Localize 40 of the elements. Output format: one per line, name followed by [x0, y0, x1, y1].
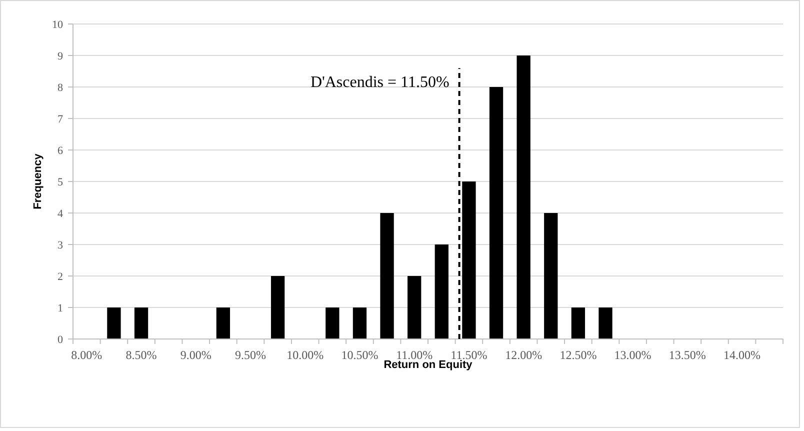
x-tick-label: 8.00% [71, 348, 102, 362]
x-tick-label: 9.50% [235, 348, 266, 362]
y-tick-label: 8 [58, 82, 64, 94]
x-tick-label: 13.00% [614, 348, 652, 362]
x-tick-label: 14.00% [724, 348, 761, 362]
ref-line-label: D'Ascendis = 11.50% [310, 74, 450, 92]
bar [408, 276, 422, 339]
x-tick-label: 9.00% [180, 348, 212, 362]
bar [270, 276, 285, 339]
x-axis-title: Return on Equity [384, 359, 474, 371]
y-tick-label: 7 [58, 113, 64, 126]
y-tick-label: 4 [58, 208, 64, 220]
bar [134, 308, 148, 339]
bar [434, 244, 448, 339]
y-tick-label: 10 [52, 18, 64, 31]
bar [107, 308, 121, 339]
bar [216, 308, 230, 339]
y-tick-label: 1 [58, 302, 63, 314]
x-tick-label: 11.00% [396, 348, 433, 362]
y-tick-label: 2 [58, 270, 63, 283]
bar [380, 213, 394, 339]
y-tick-label: 6 [58, 144, 64, 157]
bar [571, 308, 586, 339]
bar [516, 56, 530, 339]
x-tick-label: 13.50% [668, 348, 706, 362]
bar [489, 87, 504, 339]
y-axis-title: Frequency [32, 152, 44, 210]
y-tick-label: 3 [58, 239, 64, 252]
y-tick-label: 9 [58, 50, 64, 62]
x-tick-label: 8.50% [126, 348, 157, 362]
bar [352, 308, 367, 339]
x-tick-label: 10.50% [341, 348, 378, 362]
y-tick-label: 5 [58, 176, 64, 188]
x-tick-label: 12.00% [505, 348, 542, 362]
bar [544, 213, 558, 339]
y-tick-label: 0 [58, 334, 64, 346]
x-tick-label: 10.00% [286, 348, 324, 362]
bar [326, 308, 340, 339]
x-tick-label: 12.50% [560, 348, 597, 362]
bar [598, 308, 612, 339]
